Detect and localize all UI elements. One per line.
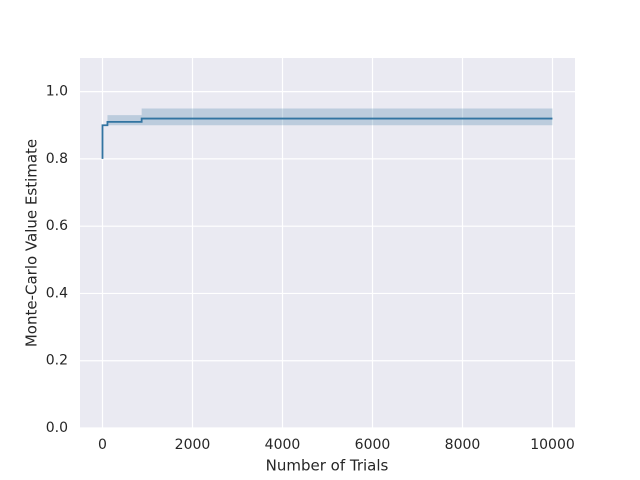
x-tick-label: 10000 [530, 437, 575, 453]
y-tick-label: 0.0 [46, 420, 68, 436]
line [101, 117, 553, 159]
y-tick-label: 0.2 [46, 353, 68, 369]
y-tick-label: 0.8 [46, 151, 68, 167]
y-axis-label: Monte-Carlo Value Estimate [23, 139, 41, 347]
x-tick-label: 4000 [265, 437, 301, 453]
x-axis-label: Number of Trials [266, 457, 389, 475]
x-tick-label: 0 [98, 437, 107, 453]
confidence-band [107, 108, 553, 126]
y-tick-label: 0.4 [46, 285, 68, 301]
x-tick-label: 6000 [355, 437, 391, 453]
y-tick-label: 1.0 [46, 84, 68, 100]
plot-area [80, 58, 575, 428]
y-tick-label: 0.6 [46, 218, 68, 234]
x-tick-label: 8000 [445, 437, 481, 453]
x-tick-label: 2000 [175, 437, 211, 453]
